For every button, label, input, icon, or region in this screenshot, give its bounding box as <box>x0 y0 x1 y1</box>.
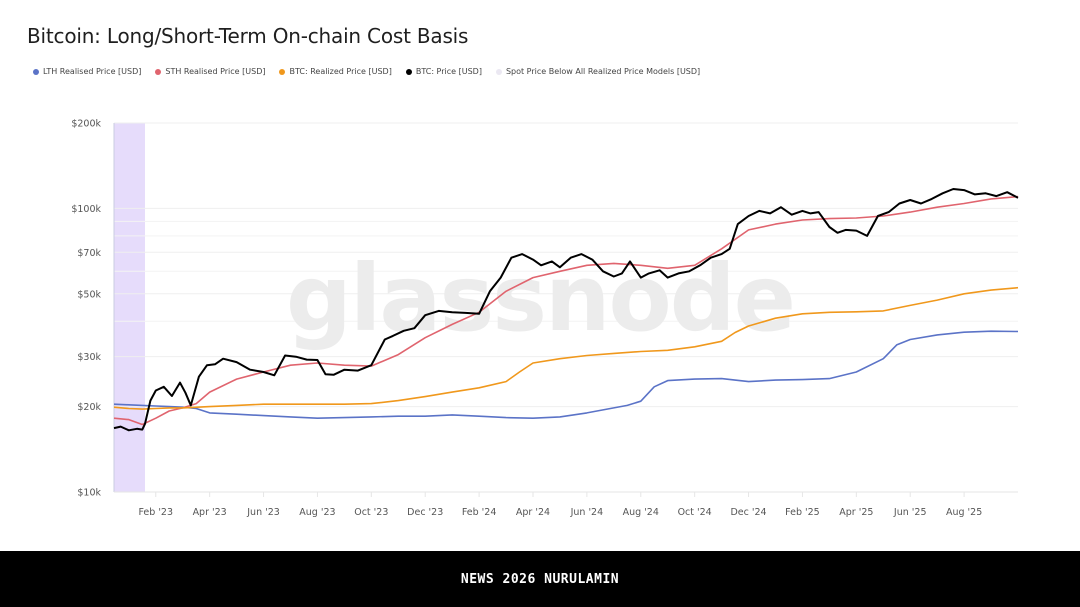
x-tick-label: Feb '24 <box>462 507 497 518</box>
y-tick-label: $200k <box>71 119 101 130</box>
x-tick-label: Dec '24 <box>730 507 766 518</box>
x-tick-label: Aug '25 <box>946 507 982 518</box>
legend-label-price: BTC: Price [USD] <box>415 67 482 76</box>
gridlines <box>114 122 1018 408</box>
x-tick-label: Apr '24 <box>516 507 550 518</box>
y-tick-label: $100k <box>71 204 101 215</box>
x-tick-label: Dec '23 <box>407 507 443 518</box>
legend-dot-realized <box>279 68 286 75</box>
legend-label-realized: BTC: Realized Price [USD] <box>289 67 392 76</box>
y-tick-label: $20k <box>77 402 101 413</box>
legend-dot-spot-below <box>495 68 502 75</box>
footer-text: NEWS 2026 NURULAMIN <box>460 571 620 587</box>
legend-item-price[interactable]: BTC: Price [USD] <box>405 67 482 76</box>
x-tick-label: Aug '23 <box>299 507 335 518</box>
x-tick-label: Feb '23 <box>138 507 173 518</box>
series-lines <box>113 188 1019 432</box>
legend-label-spot-below: Spot Price Below All Realized Price Mode… <box>505 67 701 76</box>
y-tick-label: $10k <box>77 488 101 499</box>
background-layer <box>114 123 145 492</box>
x-tick-label: Feb '25 <box>785 507 820 518</box>
legend-dot-price <box>405 68 412 75</box>
legend-item-spot-below[interactable]: Spot Price Below All Realized Price Mode… <box>495 67 701 76</box>
legend-label-lth: LTH Realised Price [USD] <box>43 67 142 76</box>
legend-item-sth[interactable]: STH Realised Price [USD] <box>155 67 265 76</box>
axes: $200k $100k $70k $50k $30k $20k $10k Feb '23 Apr… <box>71 119 1018 518</box>
glassnode-watermark: glassnode <box>286 245 794 352</box>
legend-dot-lth <box>33 68 39 75</box>
legend-dot-sth <box>155 68 162 75</box>
x-tick-label: Apr '25 <box>839 507 873 518</box>
series-sth-realised-price <box>113 195 1019 426</box>
x-tick-label: Oct '23 <box>354 507 388 518</box>
y-tick-label: $70k <box>77 248 101 259</box>
chart-title: Bitcoin: Long/Short-Term On-chain Cost B… <box>27 24 469 48</box>
y-tick-label: $50k <box>77 289 101 300</box>
x-tick-label: Aug '24 <box>623 507 659 518</box>
series-btc-price <box>113 188 1019 432</box>
legend-item-lth[interactable]: LTH Realised Price [USD] <box>33 67 141 76</box>
legend-label-sth: STH Realised Price [USD] <box>165 67 266 76</box>
shaded-region-spot-below <box>114 123 145 492</box>
chart-legend: LTH Realised Price [USD] STH Realised Pr… <box>33 67 714 76</box>
x-tick-label: Oct '24 <box>678 507 712 518</box>
x-tick-label: Jun '25 <box>893 507 927 518</box>
x-tick-label: Jun '24 <box>570 507 604 518</box>
chart-area: glassnode $200k $100k $70k $50k $30k $20k $10k… <box>71 119 1019 518</box>
legend-item-realized[interactable]: BTC: Realized Price [USD] <box>279 67 392 76</box>
footer-banner: NEWS 2026 NURULAMIN <box>0 551 1080 607</box>
y-tick-label: $30k <box>77 352 101 363</box>
x-tick-label: Apr '23 <box>193 507 227 518</box>
x-tick-label: Jun '23 <box>246 507 280 518</box>
